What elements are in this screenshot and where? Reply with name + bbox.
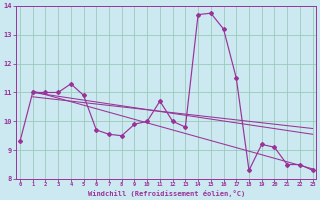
X-axis label: Windchill (Refroidissement éolien,°C): Windchill (Refroidissement éolien,°C): [88, 190, 245, 197]
